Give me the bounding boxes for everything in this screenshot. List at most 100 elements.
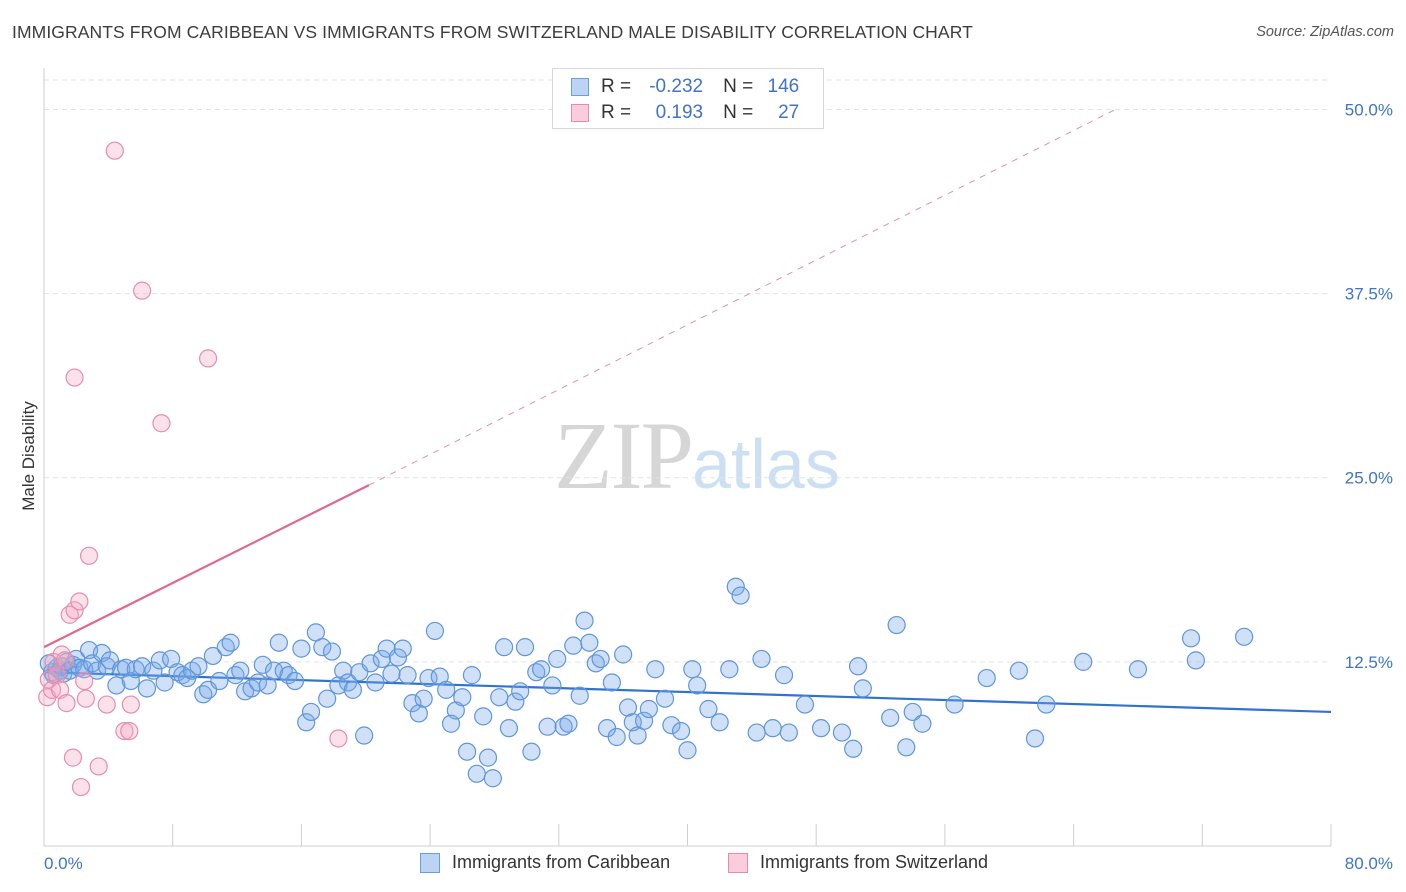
caribbean-point <box>881 708 900 727</box>
caribbean-point <box>538 717 557 736</box>
trend-line-switzerland-extended <box>368 109 1116 486</box>
switzerland-point <box>75 671 94 691</box>
legend-swatch-pink <box>571 104 589 122</box>
caribbean-point <box>795 695 815 714</box>
caribbean-point <box>774 666 794 685</box>
legend-row-caribbean: R = -0.232 N = 146 <box>571 75 799 99</box>
switzerland-point <box>97 695 116 714</box>
caribbean-point <box>548 649 567 669</box>
caribbean-point <box>662 716 681 735</box>
trend-lines <box>43 109 1332 714</box>
caribbean-point <box>414 689 433 708</box>
switzerland-point <box>152 414 171 433</box>
caribbean-point <box>137 679 157 698</box>
caribbean-point <box>318 689 337 708</box>
watermark: ZIPatlas <box>554 400 840 511</box>
legend-n-value: 27 <box>778 102 800 123</box>
caribbean-point <box>591 649 610 669</box>
switzerland-point <box>57 694 76 713</box>
caribbean-point <box>897 738 916 757</box>
caribbean-point <box>334 661 353 680</box>
switzerland-point <box>133 281 152 300</box>
gridlines <box>44 79 1331 663</box>
switzerland-point <box>65 601 84 620</box>
x-tick-label-min: 0.0% <box>44 854 83 873</box>
caribbean-point <box>393 639 412 658</box>
caribbean-point <box>253 655 272 674</box>
switzerland-point <box>105 141 124 160</box>
caribbean-point <box>634 711 654 730</box>
caribbean-point <box>168 663 187 682</box>
y-tick-label: 37.5% <box>1345 285 1393 304</box>
caribbean-point <box>699 699 718 719</box>
switzerland-point <box>121 695 140 714</box>
caribbean-point <box>382 664 401 683</box>
caribbean-point <box>1009 661 1029 680</box>
watermark-zip: ZIP <box>554 402 694 509</box>
caribbean-point <box>403 694 422 713</box>
caribbean-point <box>710 713 729 732</box>
bottom-legend-label-switzerland: Immigrants from Switzerland <box>760 852 989 872</box>
switzerland-point <box>55 651 75 670</box>
caribbean-point <box>511 682 530 701</box>
switzerland-point <box>79 546 99 565</box>
caribbean-point <box>614 645 633 664</box>
caribbean-point <box>945 695 964 714</box>
caribbean-point <box>527 663 546 682</box>
caribbean-point <box>720 660 739 679</box>
caribbean-point <box>618 698 638 717</box>
caribbean-point <box>144 661 163 680</box>
caribbean-point <box>203 646 223 666</box>
caribbean-point <box>575 611 594 630</box>
caribbean-point <box>913 714 932 733</box>
switzerland-points <box>38 141 348 797</box>
caribbean-point <box>1037 695 1056 714</box>
caribbean-point <box>87 661 107 680</box>
caribbean-point <box>903 702 922 722</box>
y-tick-label: 25.0% <box>1345 469 1393 488</box>
switzerland-point <box>115 721 134 741</box>
caribbean-point <box>398 666 417 685</box>
caribbean-point <box>462 666 482 685</box>
caribbean-point <box>483 769 502 788</box>
caribbean-point <box>678 741 697 760</box>
caribbean-point <box>133 657 152 676</box>
caribbean-point <box>499 719 519 738</box>
switzerland-point <box>70 592 89 611</box>
caribbean-point <box>425 621 445 641</box>
y-tick-labels: 12.5% 25.0% 37.5% 50.0% <box>1345 100 1393 671</box>
caribbean-point <box>372 649 391 669</box>
bottom-legend-swatch-blue <box>420 852 440 873</box>
legend-r-label: R = <box>601 102 632 123</box>
caribbean-point <box>543 676 562 695</box>
caribbean-point <box>844 739 863 758</box>
switzerland-point <box>63 748 83 767</box>
caribbean-point <box>671 721 691 741</box>
caribbean-point <box>726 577 745 596</box>
caribbean-point <box>506 692 525 711</box>
caribbean-point <box>832 723 852 742</box>
caribbean-point <box>559 714 578 733</box>
caribbean-point <box>292 639 311 658</box>
caribbean-point <box>580 633 599 652</box>
legend-n-label: N = <box>723 76 754 97</box>
bottom-legend-caribbean: Immigrants from Caribbean <box>420 852 670 873</box>
caribbean-point <box>155 673 174 692</box>
caribbean-point <box>887 615 906 635</box>
caribbean-point <box>646 660 665 679</box>
caribbean-point <box>467 764 486 783</box>
caribbean-point <box>532 660 551 679</box>
switzerland-point <box>89 757 108 776</box>
caribbean-point <box>313 638 332 657</box>
caribbean-point <box>977 668 996 688</box>
trend-line-switzerland <box>43 484 370 649</box>
caribbean-points <box>39 577 1254 788</box>
caribbean-point <box>655 689 675 708</box>
bottom-legend-label-caribbean: Immigrants from Caribbean <box>452 852 671 872</box>
caribbean-point <box>478 748 498 767</box>
caribbean-point <box>490 688 509 707</box>
caribbean-point <box>210 671 229 691</box>
caribbean-point <box>121 671 140 691</box>
x-ticks <box>43 824 1332 846</box>
